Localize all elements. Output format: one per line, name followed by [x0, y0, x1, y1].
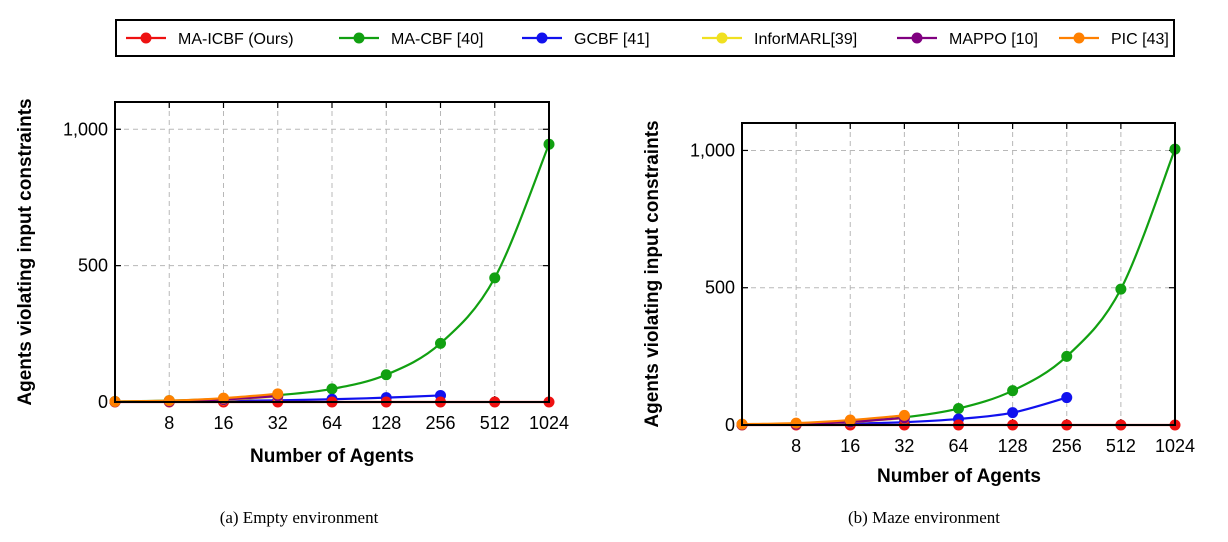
point-ma-cbf-40 [326, 383, 338, 395]
legend-mappo-10-label: MAPPO [10] [949, 31, 1038, 48]
point-ma-cbf-40 [1007, 385, 1019, 397]
series-line-pic-43 [741, 414, 905, 426]
legend-informarl-39-label: InforMARL[39] [754, 31, 857, 48]
x-tick-label: 1024 [1155, 436, 1195, 456]
x-tick-label: 128 [998, 436, 1028, 456]
y-tick-label: 0 [725, 415, 735, 435]
y-tick-labels: 0 500 1,000 [690, 140, 735, 435]
y-tick-label: 1,000 [63, 119, 108, 139]
point-pic-43 [218, 392, 229, 404]
x-tick-label: 32 [894, 436, 914, 456]
x-tick-label: 64 [322, 413, 342, 433]
point-pic-43 [272, 388, 284, 400]
point-pic-43 [898, 409, 910, 421]
chart-maze-environment: 8 16 32 64 128 256 512 1024 0 500 1,000 Number of… [642, 120, 1195, 527]
x-tick-label: 256 [1052, 436, 1082, 456]
point-pic-43 [844, 414, 856, 426]
legend-frame [115, 19, 1175, 57]
grid [115, 102, 550, 403]
x-axis-title: Number of Agents [877, 466, 1041, 487]
y-axis-title: Agents violating input constraints [642, 120, 663, 427]
y-tick-label: 0 [98, 392, 108, 412]
x-tick-label: 32 [268, 413, 288, 433]
y-tick-label: 1,000 [690, 140, 735, 160]
x-tick-label: 512 [480, 413, 510, 433]
legend-gcbf-41-marker [536, 32, 548, 44]
legend-pic-43-marker [1073, 32, 1085, 44]
x-tick-label: 8 [791, 436, 801, 456]
y-tick-labels: 0 500 1,000 [63, 119, 108, 412]
legend-mappo-10-marker [911, 32, 923, 44]
x-tick-label: 16 [213, 413, 233, 433]
plot-frame [741, 122, 1176, 426]
x-tick-label: 512 [1106, 436, 1136, 456]
legend: MA-ICBF (Ours) MA-CBF [40] GCBF [41] InforM… [115, 19, 1175, 57]
grid [742, 123, 1176, 426]
point-ma-cbf-40 [1115, 283, 1127, 295]
plot-frame [114, 101, 550, 403]
legend-ma-icbf-ours-label: MA-ICBF (Ours) [178, 31, 294, 48]
point-ma-cbf-40 [380, 369, 392, 381]
point-gcbf-41 [1007, 407, 1019, 419]
x-tick-label: 64 [948, 436, 968, 456]
y-axis-title: Agents violating input constraints [15, 98, 36, 405]
point-gcbf-41 [1061, 392, 1073, 404]
chart-empty-environment: 8 16 32 64 128 256 512 1024 0 500 1,000 Number of… [15, 98, 569, 527]
x-tick-labels: 8 16 32 64 128 256 512 1024 [164, 413, 569, 433]
x-tick-label: 8 [164, 413, 174, 433]
legend-ma-icbf-ours-marker [140, 32, 152, 44]
point-pic-43 [790, 417, 802, 429]
legend-informarl-39-marker [716, 32, 728, 44]
legend-pic-43-label: PIC [43] [1111, 31, 1169, 48]
y-tick-label: 500 [78, 256, 108, 276]
x-tick-label: 256 [425, 413, 455, 433]
legend-gcbf-41-label: GCBF [41] [574, 31, 650, 48]
chart-caption: (b) Maze environment [848, 508, 1000, 527]
point-ma-cbf-40 [489, 272, 501, 284]
y-tick-label: 500 [705, 278, 735, 298]
legend-ma-cbf-40-marker [353, 32, 365, 44]
point-pic-43 [163, 395, 175, 407]
x-tick-label: 128 [371, 413, 401, 433]
x-tick-labels: 8 16 32 64 128 256 512 1024 [791, 436, 1195, 456]
point-ma-cbf-40 [953, 403, 964, 415]
chart-caption: (a) Empty environment [220, 508, 379, 527]
point-ma-cbf-40 [435, 337, 446, 349]
legend-ma-cbf-40-label: MA-CBF [40] [391, 31, 483, 48]
series-markers [109, 138, 555, 408]
point-ma-cbf-40 [1061, 350, 1073, 362]
x-tick-label: 16 [840, 436, 860, 456]
x-tick-label: 1024 [529, 413, 569, 433]
series-line-ma-cbf-40 [114, 143, 551, 403]
x-axis-title: Number of Agents [250, 446, 414, 467]
